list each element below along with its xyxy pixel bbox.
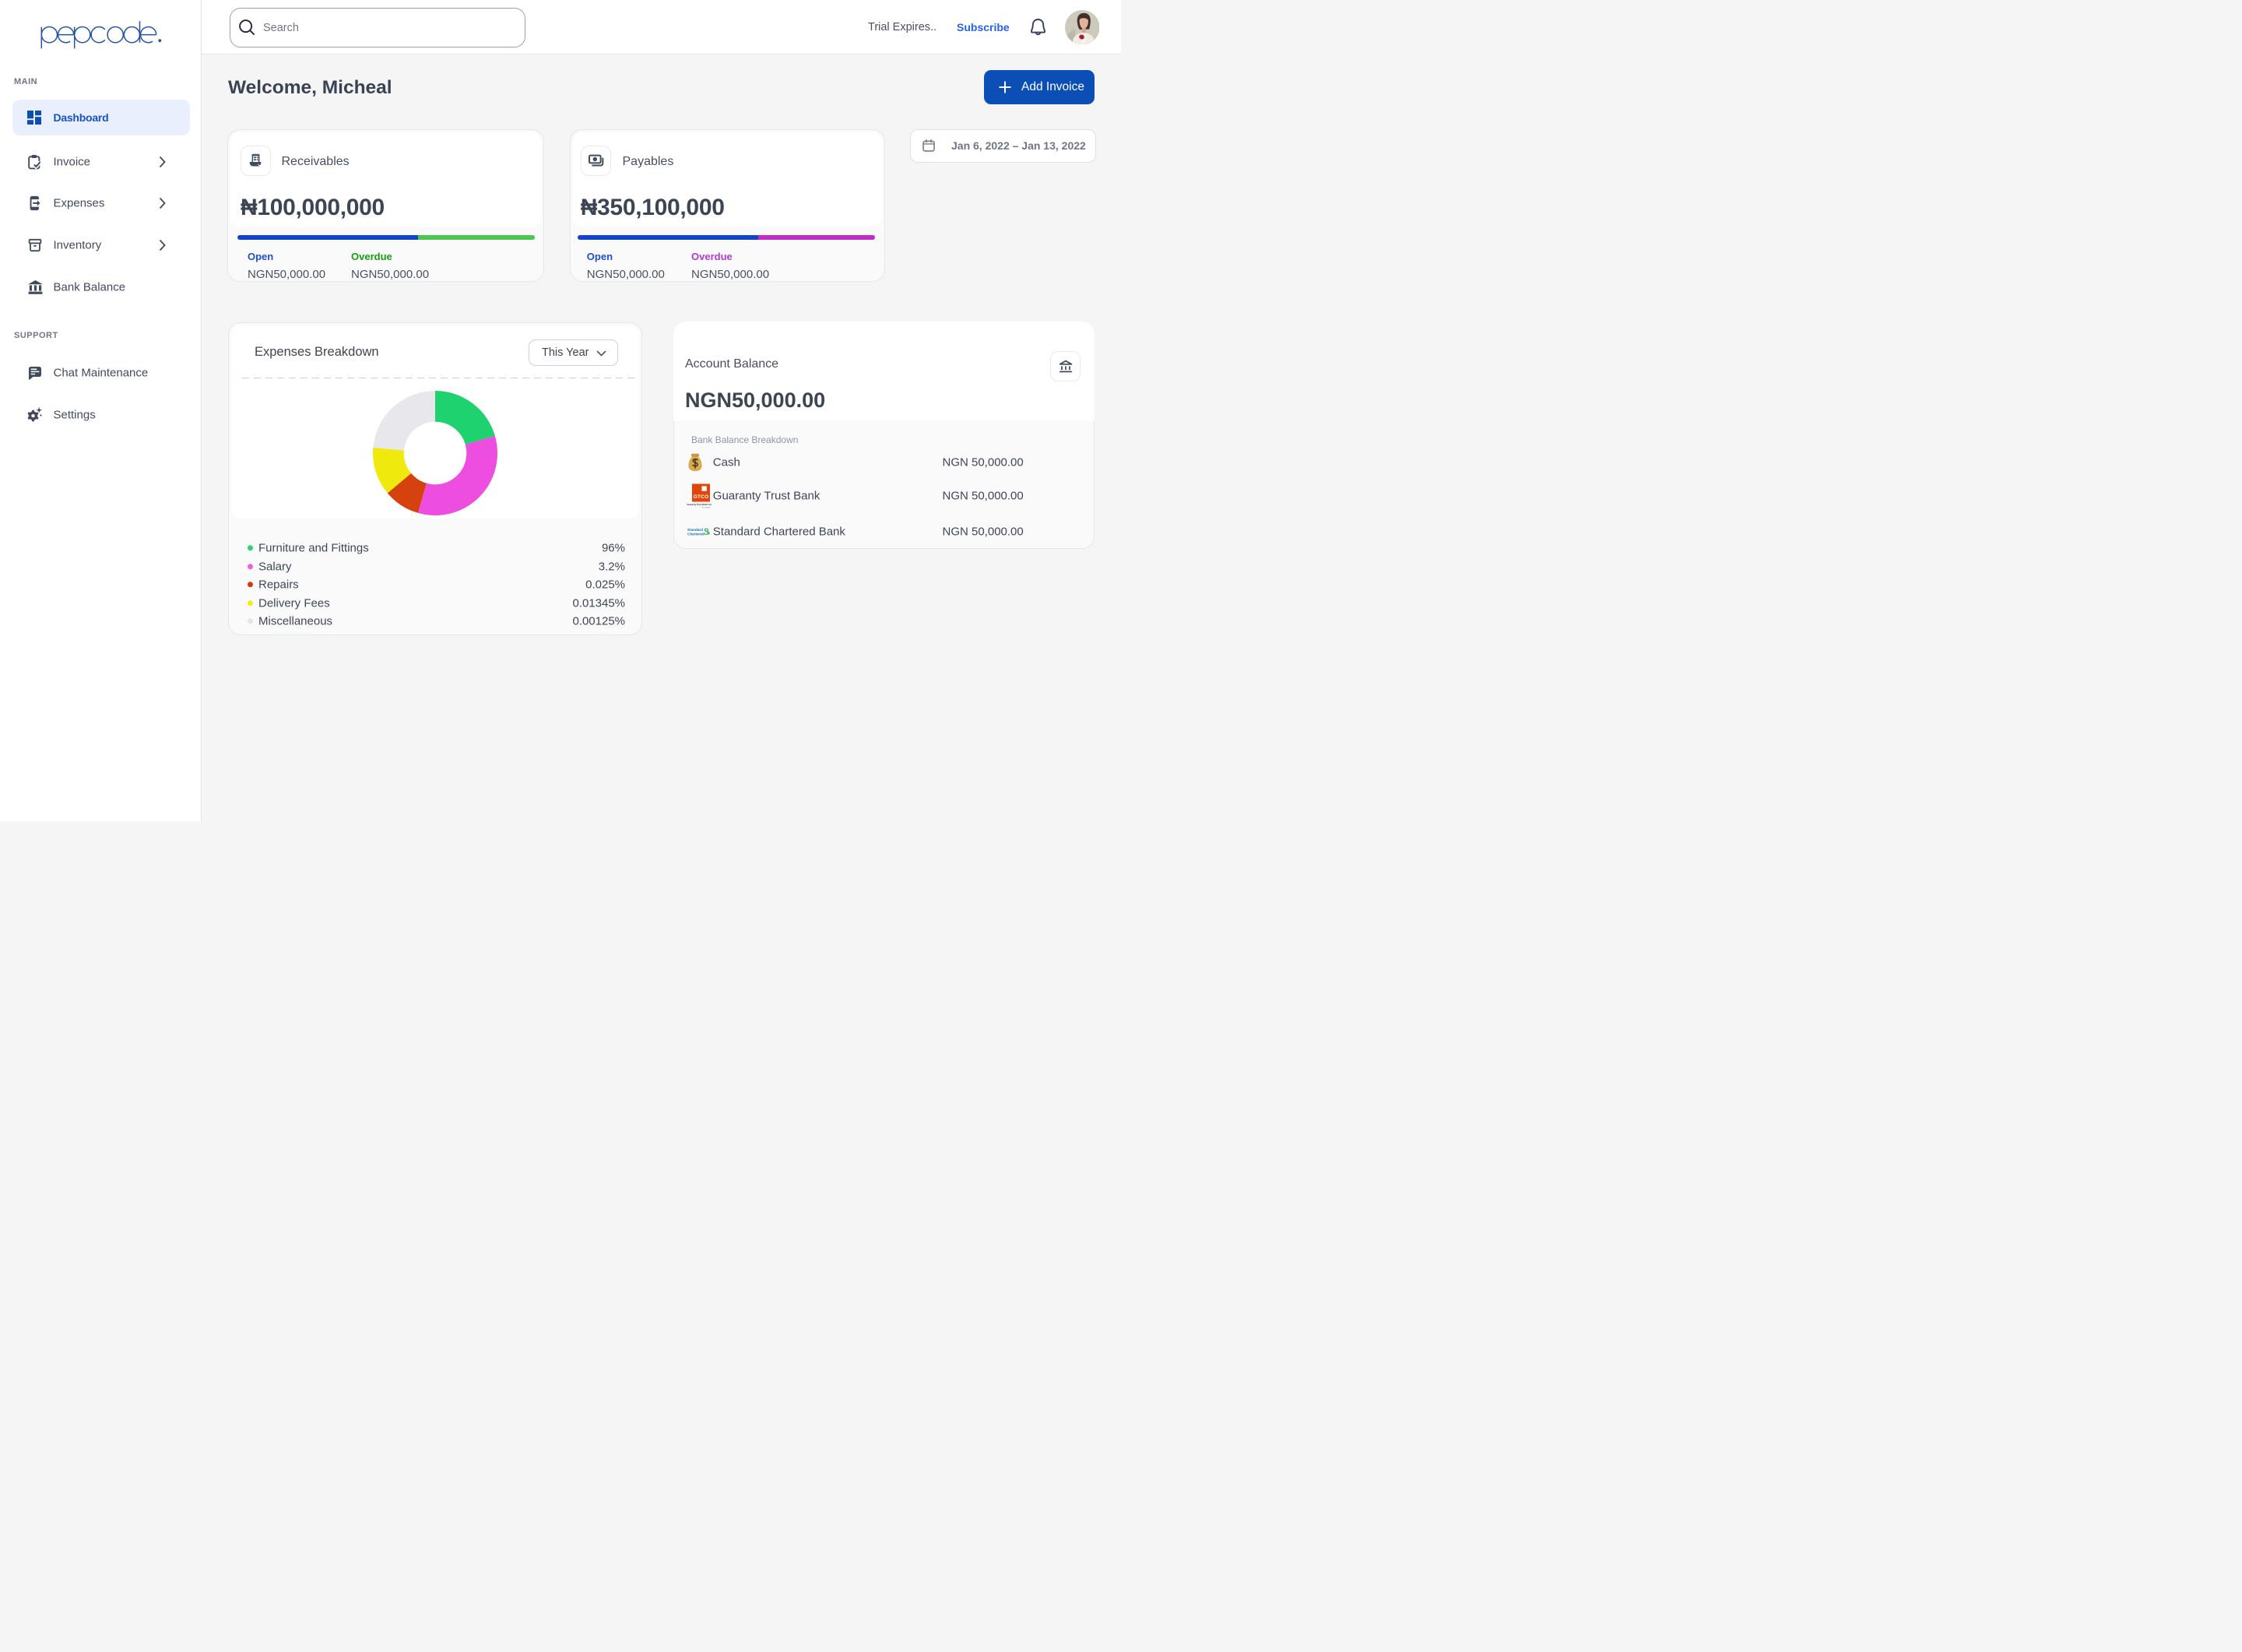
svg-text:Chartered: Chartered [687, 532, 705, 536]
svg-text:GTCO: GTCO [694, 494, 709, 500]
svg-text:RC 152321: RC 152321 [701, 507, 711, 508]
svg-text:Standard: Standard [687, 528, 703, 532]
svg-text:Guaranty Trust Bank Ltd: Guaranty Trust Bank Ltd [687, 503, 712, 506]
